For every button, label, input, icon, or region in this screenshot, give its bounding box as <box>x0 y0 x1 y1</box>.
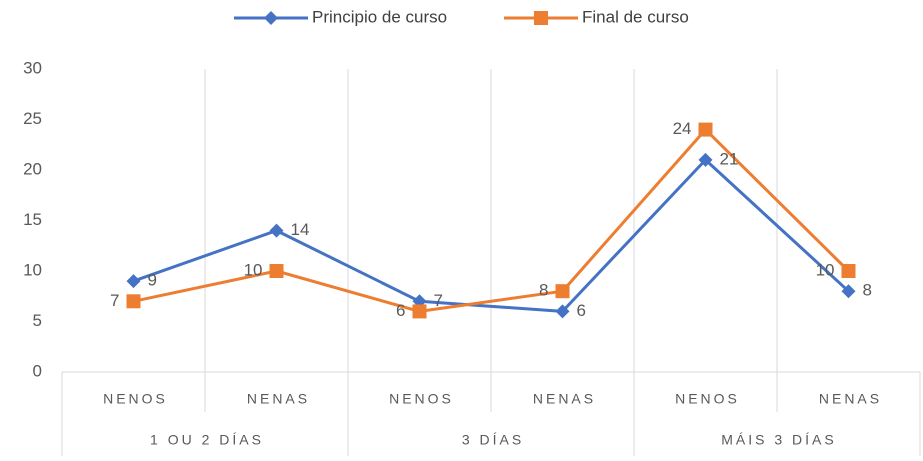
group-label: 3 DÍAS <box>462 432 524 448</box>
legend-label: Final de curso <box>582 7 689 26</box>
data-label: 7 <box>434 291 443 310</box>
data-label: 6 <box>577 301 586 320</box>
y-tick-label: 5 <box>33 311 42 330</box>
group-label: 1 OU 2 DÍAS <box>150 432 264 448</box>
data-point <box>698 152 713 167</box>
data-point <box>841 264 856 278</box>
data-label: 14 <box>291 220 310 239</box>
legend-marker <box>534 11 548 25</box>
group-label: MÁIS 3 DÍAS <box>721 432 836 448</box>
data-point <box>412 304 427 319</box>
x-tick-label: NENAS <box>819 391 882 407</box>
x-tick-label: NENAS <box>247 391 310 407</box>
y-tick-label: 25 <box>23 109 42 128</box>
data-label: 10 <box>244 260 263 279</box>
legend-label: Principio de curso <box>312 7 447 26</box>
data-point <box>698 122 713 137</box>
data-point <box>126 294 141 309</box>
data-label: 8 <box>863 281 872 300</box>
data-label: 21 <box>720 149 739 168</box>
data-point <box>269 264 284 278</box>
y-tick-label: 0 <box>33 361 42 380</box>
series-line <box>133 128 850 313</box>
data-label: 6 <box>396 301 405 320</box>
data-label: 10 <box>816 260 835 279</box>
x-tick-label: NENOS <box>389 391 454 407</box>
legend-marker <box>264 11 278 25</box>
y-tick-label: 30 <box>23 58 42 77</box>
data-label: 8 <box>539 281 548 300</box>
x-tick-label: NENAS <box>533 391 596 407</box>
data-point <box>126 274 141 289</box>
y-tick-label: 15 <box>23 210 42 229</box>
data-label: 7 <box>110 291 119 310</box>
y-tick-label: 20 <box>23 159 42 178</box>
series-line <box>133 158 850 313</box>
y-tick-label: 10 <box>23 260 42 279</box>
data-point <box>555 304 570 319</box>
data-point <box>841 284 856 299</box>
data-point <box>555 284 570 299</box>
data-label: 9 <box>148 271 157 290</box>
data-label: 24 <box>673 119 692 138</box>
x-tick-label: NENOS <box>103 391 168 407</box>
data-point <box>269 223 284 238</box>
x-tick-label: NENOS <box>675 391 740 407</box>
